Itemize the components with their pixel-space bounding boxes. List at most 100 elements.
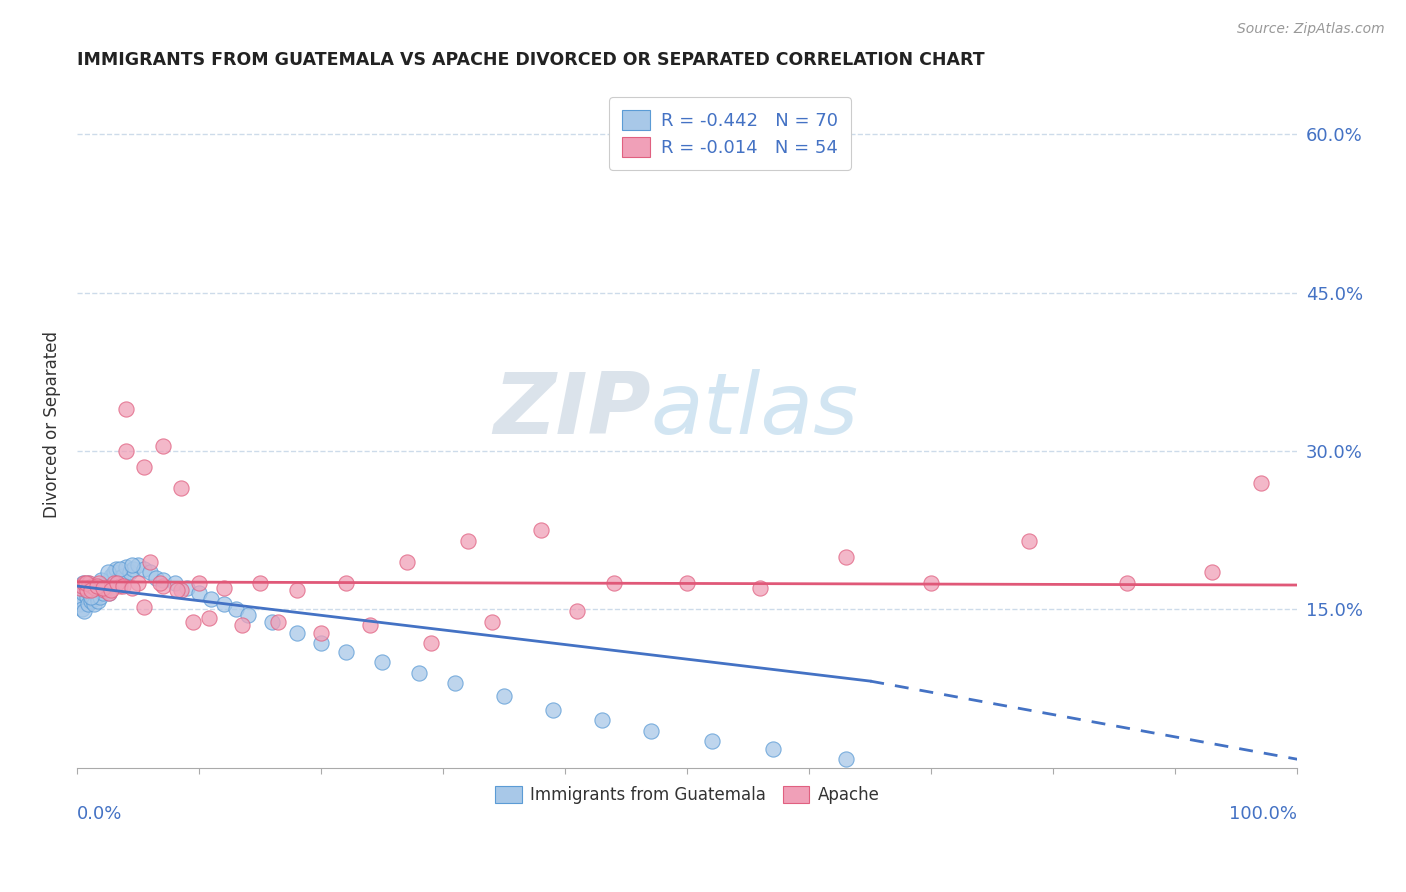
Point bbox=[72, 586, 94, 600]
Point bbox=[249, 575, 271, 590]
Point bbox=[567, 604, 589, 618]
Point bbox=[90, 573, 112, 587]
Point bbox=[97, 566, 120, 580]
Point bbox=[139, 566, 162, 580]
Point bbox=[285, 583, 308, 598]
Point bbox=[121, 558, 143, 572]
Point bbox=[79, 594, 101, 608]
Point bbox=[115, 401, 138, 416]
Text: IMMIGRANTS FROM GUATEMALA VS APACHE DIVORCED OR SEPARATED CORRELATION CHART: IMMIGRANTS FROM GUATEMALA VS APACHE DIVO… bbox=[77, 51, 984, 69]
Point bbox=[139, 555, 162, 569]
Point bbox=[395, 555, 418, 569]
Point bbox=[762, 741, 785, 756]
Point bbox=[152, 573, 174, 587]
Point bbox=[76, 583, 98, 598]
Point bbox=[149, 575, 172, 590]
Point bbox=[105, 562, 128, 576]
Point bbox=[87, 583, 110, 598]
Text: Source: ZipAtlas.com: Source: ZipAtlas.com bbox=[1237, 22, 1385, 37]
Point bbox=[84, 581, 107, 595]
Point bbox=[84, 579, 107, 593]
Point bbox=[70, 579, 93, 593]
Point bbox=[335, 575, 357, 590]
Point bbox=[198, 611, 221, 625]
Text: atlas: atlas bbox=[651, 369, 859, 452]
Point bbox=[97, 579, 120, 593]
Point bbox=[110, 573, 132, 587]
Point bbox=[79, 575, 101, 590]
Point bbox=[79, 583, 101, 598]
Point bbox=[89, 590, 111, 604]
Point bbox=[134, 562, 156, 576]
Point bbox=[1201, 566, 1223, 580]
Point bbox=[100, 583, 122, 598]
Text: ZIP: ZIP bbox=[494, 369, 651, 452]
Point bbox=[371, 655, 394, 669]
Point bbox=[408, 665, 430, 680]
Point bbox=[115, 444, 138, 458]
Point bbox=[91, 586, 114, 600]
Point bbox=[96, 583, 118, 598]
Point bbox=[170, 481, 193, 495]
Point bbox=[1115, 575, 1137, 590]
Point bbox=[457, 533, 479, 548]
Text: 0.0%: 0.0% bbox=[77, 805, 122, 823]
Point bbox=[127, 575, 149, 590]
Point bbox=[121, 581, 143, 595]
Point bbox=[107, 571, 129, 585]
Point bbox=[69, 581, 91, 595]
Point bbox=[285, 625, 308, 640]
Point bbox=[359, 618, 381, 632]
Point bbox=[90, 579, 112, 593]
Point bbox=[108, 562, 131, 576]
Point bbox=[83, 597, 105, 611]
Point bbox=[231, 618, 253, 632]
Point bbox=[152, 579, 174, 593]
Point bbox=[188, 575, 211, 590]
Point bbox=[920, 575, 942, 590]
Point bbox=[108, 579, 131, 593]
Point bbox=[98, 573, 121, 587]
Point bbox=[82, 591, 104, 606]
Point bbox=[530, 523, 553, 537]
Point bbox=[835, 549, 858, 564]
Point bbox=[181, 615, 204, 629]
Point bbox=[75, 581, 97, 595]
Point bbox=[1250, 475, 1272, 490]
Point bbox=[835, 752, 858, 766]
Y-axis label: Divorced or Separated: Divorced or Separated bbox=[44, 331, 60, 518]
Point bbox=[676, 575, 699, 590]
Point bbox=[97, 586, 120, 600]
Point bbox=[84, 581, 107, 595]
Point bbox=[188, 586, 211, 600]
Point bbox=[166, 583, 188, 598]
Point bbox=[79, 583, 101, 598]
Legend: Immigrants from Guatemala, Apache: Immigrants from Guatemala, Apache bbox=[488, 780, 886, 811]
Point bbox=[749, 581, 772, 595]
Point bbox=[145, 571, 167, 585]
Point bbox=[112, 579, 135, 593]
Point bbox=[134, 459, 156, 474]
Point bbox=[76, 590, 98, 604]
Point bbox=[87, 575, 110, 590]
Point bbox=[591, 713, 613, 727]
Point bbox=[603, 575, 626, 590]
Point bbox=[118, 566, 141, 580]
Point bbox=[127, 558, 149, 572]
Point bbox=[212, 597, 235, 611]
Point bbox=[170, 583, 193, 598]
Point bbox=[91, 581, 114, 595]
Point bbox=[100, 568, 122, 582]
Point bbox=[212, 581, 235, 595]
Point bbox=[105, 575, 128, 590]
Point bbox=[481, 615, 503, 629]
Point bbox=[80, 579, 103, 593]
Point bbox=[163, 575, 186, 590]
Point bbox=[236, 607, 259, 622]
Point bbox=[225, 602, 247, 616]
Point bbox=[112, 568, 135, 582]
Point bbox=[75, 583, 97, 598]
Point bbox=[200, 591, 222, 606]
Point bbox=[77, 575, 100, 590]
Point bbox=[309, 625, 332, 640]
